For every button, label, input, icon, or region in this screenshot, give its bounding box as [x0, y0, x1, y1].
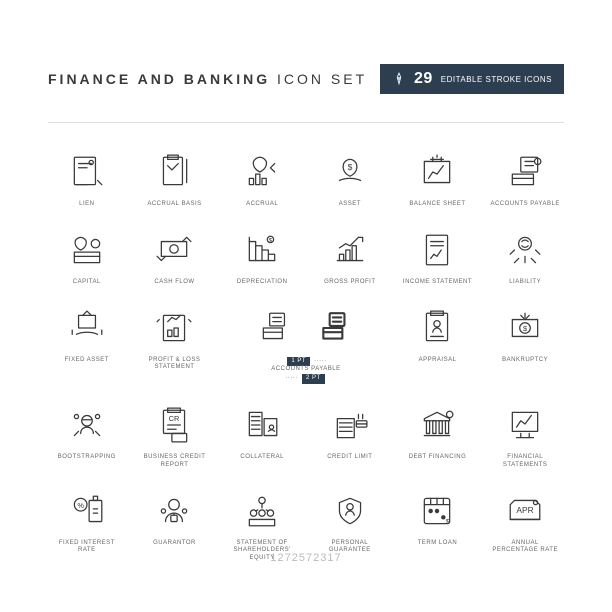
shareholders-icon	[241, 490, 283, 532]
icon-label: LIABILITY	[509, 279, 541, 287]
cash-flow-icon	[153, 229, 195, 271]
icon-cell: APR ANNUAL PERCENTAGE RATE	[486, 490, 564, 563]
badge-count: 29	[414, 70, 433, 88]
icon-cell: COLLATERAL	[223, 404, 301, 470]
icon-label: DEPRECIATION	[237, 279, 288, 287]
icon-cell: INCOME STATEMENT	[399, 229, 477, 287]
debt-financing-icon	[416, 404, 458, 446]
svg-text:$: $	[446, 518, 450, 525]
svg-text:$: $	[347, 162, 352, 172]
watermark: 1272572317	[270, 552, 341, 564]
svg-text:CR: CR	[169, 414, 180, 423]
icon-label: CREDIT LIMIT	[327, 454, 372, 462]
icon-label: CASH FLOW	[154, 279, 194, 287]
icon-cell: % FIXED INTEREST RATE	[48, 490, 126, 563]
pen-icon	[392, 72, 406, 86]
accounts-payable-icon	[504, 151, 546, 193]
icon-label: TERM LOAN	[418, 540, 458, 548]
pl-statement-icon	[153, 307, 195, 349]
lien-icon	[66, 151, 108, 193]
icon-cell: CAPITAL	[48, 229, 126, 287]
icon-cell: APPRAISAL	[399, 307, 477, 384]
icon-cell: $ BANKRUPTCY	[486, 307, 564, 384]
icon-label: ACCOUNTS PAYABLE	[490, 201, 559, 209]
icon-label: BOOTSTRAPPING	[58, 454, 116, 462]
icon-cell: $ DEPRECIATION	[223, 229, 301, 287]
icon-cell: BALANCE SHEET	[399, 151, 477, 209]
header: FINANCE AND BANKING ICON SET 29 EDITABLE…	[0, 0, 612, 122]
icon-label: FIXED INTEREST RATE	[51, 540, 123, 556]
icon-label: FIXED ASSET	[65, 357, 109, 365]
apr-icon: APR	[504, 490, 546, 532]
icon-label: 1 PT ····· ACCOUNTS PAYABLE ····· 2 PT	[270, 357, 342, 384]
guarantor-icon	[153, 490, 195, 532]
icon-cell: DEBT FINANCING	[399, 404, 477, 470]
icon-cell: $ TERM LOAN	[399, 490, 477, 563]
icon-label: INCOME STATEMENT	[403, 279, 472, 287]
icon-cell: $ ASSET	[311, 151, 389, 209]
icon-cell: FIXED ASSET	[48, 307, 126, 384]
icon-cell: GUARANTOR	[136, 490, 214, 563]
liability-icon	[504, 229, 546, 271]
personal-guarantee-icon	[329, 490, 371, 532]
appraisal-icon	[416, 307, 458, 349]
icon-cell: ACCOUNTS PAYABLE	[486, 151, 564, 209]
icon-label: GROSS PROFIT	[324, 279, 375, 287]
icon-label: ACCRUAL BASIS	[147, 201, 201, 209]
balance-sheet-icon	[416, 151, 458, 193]
icon-cell: BOOTSTRAPPING	[48, 404, 126, 470]
badge-text: EDITABLE STROKE ICONS	[441, 75, 552, 84]
icon-label: BUSINESS CREDIT REPORT	[138, 454, 210, 470]
capital-icon	[66, 229, 108, 271]
accrual-basis-icon	[153, 151, 195, 193]
icon-label: COLLATERAL	[240, 454, 284, 462]
fixed-asset-icon	[66, 307, 108, 349]
icon-cell: FINANCIAL STATEMENTS	[486, 404, 564, 470]
icon-cell: ACCRUAL BASIS	[136, 151, 214, 209]
icon-label: LIEN	[79, 201, 94, 209]
icon-cell: LIEN	[48, 151, 126, 209]
icon-label: ACCRUAL	[246, 201, 278, 209]
fixed-interest-icon: %	[66, 490, 108, 532]
bootstrapping-icon	[66, 404, 108, 446]
icon-label: BALANCE SHEET	[409, 201, 465, 209]
accounts-payable-compare-icon	[255, 307, 297, 349]
icon-cell: CREDIT LIMIT	[311, 404, 389, 470]
credit-report-icon: CR	[153, 404, 195, 446]
icon-label: ANNUAL PERCENTAGE RATE	[489, 540, 561, 556]
icon-cell: 1 PT ····· ACCOUNTS PAYABLE ····· 2 PT	[223, 307, 388, 384]
gross-profit-icon	[329, 229, 371, 271]
icon-cell: CASH FLOW	[136, 229, 214, 287]
badge: 29 EDITABLE STROKE ICONS	[380, 64, 564, 94]
icon-cell: LIABILITY	[486, 229, 564, 287]
icon-cell: PROFIT & LOSS STATEMENT	[136, 307, 214, 384]
icon-cell: GROSS PROFIT	[311, 229, 389, 287]
icon-cell: CR BUSINESS CREDIT REPORT	[136, 404, 214, 470]
accounts-payable-2-icon	[315, 307, 357, 349]
svg-text:$: $	[523, 324, 527, 333]
credit-limit-icon	[329, 404, 371, 446]
collateral-icon	[241, 404, 283, 446]
bankruptcy-icon: $	[504, 307, 546, 349]
svg-text:%: %	[77, 500, 84, 509]
svg-text:APR: APR	[516, 505, 533, 515]
financial-statements-icon	[504, 404, 546, 446]
page-title: FINANCE AND BANKING ICON SET	[48, 71, 367, 87]
icon-label: BANKRUPTCY	[502, 357, 548, 365]
icon-label: PROFIT & LOSS STATEMENT	[138, 357, 210, 373]
income-statement-icon	[416, 229, 458, 271]
accrual-icon	[241, 151, 283, 193]
icon-label: CAPITAL	[73, 279, 101, 287]
svg-text:$: $	[269, 237, 273, 244]
asset-icon: $	[329, 151, 371, 193]
depreciation-icon: $	[241, 229, 283, 271]
icon-cell: ACCRUAL	[223, 151, 301, 209]
icon-label: GUARANTOR	[153, 540, 196, 548]
icon-grid: LIEN ACCRUAL BASIS ACCRUAL $ ASSET BALANCE SH…	[0, 123, 612, 563]
icon-label: DEBT FINANCING	[409, 454, 467, 462]
icon-label: APPRAISAL	[419, 357, 457, 365]
icon-label: ASSET	[339, 201, 361, 209]
term-loan-icon: $	[416, 490, 458, 532]
icon-label: FINANCIAL STATEMENTS	[489, 454, 561, 470]
